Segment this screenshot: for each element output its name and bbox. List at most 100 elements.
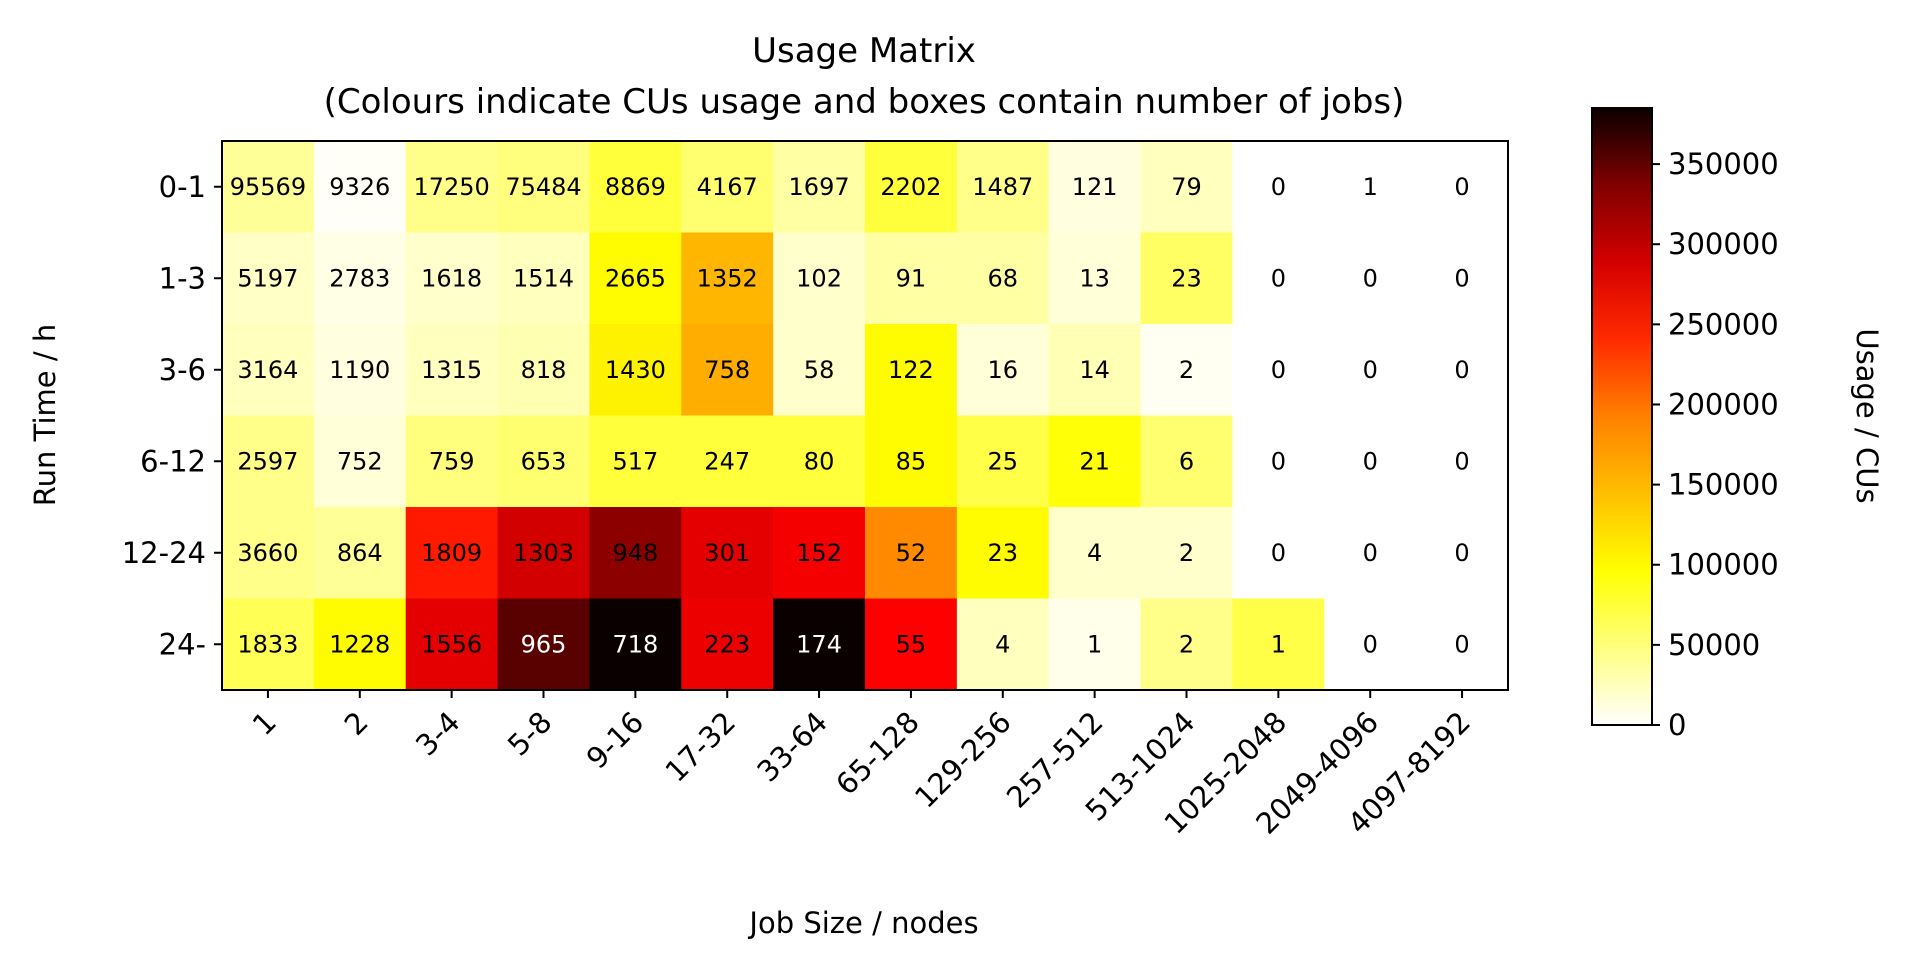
cell-job-count: 2665 — [605, 264, 666, 292]
cell-job-count: 1618 — [421, 264, 482, 292]
heatmap-cell — [1140, 507, 1234, 600]
cell-job-count: 8869 — [605, 173, 666, 201]
cell-job-count: 68 — [988, 264, 1019, 292]
cell-job-count: 122 — [888, 356, 934, 384]
cell-job-count: 2202 — [880, 173, 941, 201]
heatmap-cell — [773, 324, 866, 417]
cell-job-count: 0 — [1363, 630, 1378, 658]
cell-job-count: 0 — [1454, 264, 1469, 292]
heatmap-cell — [589, 232, 682, 325]
cell-job-count: 0 — [1454, 630, 1469, 658]
cell-job-count: 517 — [612, 447, 658, 475]
heatmap-cell — [773, 415, 866, 508]
cell-job-count: 3660 — [237, 539, 298, 567]
cell-job-count: 0 — [1454, 447, 1469, 475]
colorbar-tick-label: 50000 — [1668, 628, 1760, 662]
cell-job-count: 758 — [704, 356, 750, 384]
heatmap-cell — [1324, 232, 1417, 325]
heatmap-cell — [1140, 232, 1234, 325]
heatmap-cell — [681, 232, 774, 325]
heatmap-cell — [865, 598, 958, 691]
heatmap-cell — [956, 507, 1050, 600]
cell-job-count: 95569 — [230, 173, 306, 201]
heatmap-cell — [405, 232, 499, 325]
heatmap-cell — [1324, 324, 1417, 417]
cell-job-count: 1697 — [789, 173, 850, 201]
cell-job-count: 91 — [896, 264, 927, 292]
cell-job-count: 0 — [1363, 447, 1378, 475]
cell-job-count: 1 — [1271, 630, 1286, 658]
colorbar-tick-label: 250000 — [1668, 307, 1779, 341]
cell-job-count: 653 — [521, 447, 567, 475]
heatmap-cell — [681, 141, 774, 234]
heatmap-cell — [865, 141, 958, 234]
cell-job-count: 1352 — [697, 264, 758, 292]
heatmap-cell — [1048, 232, 1142, 325]
cell-job-count: 1 — [1363, 173, 1378, 201]
heatmap-cell — [313, 141, 407, 234]
cell-job-count: 0 — [1271, 447, 1286, 475]
heatmap-cell — [313, 598, 407, 691]
y-tick-label: 12-24 — [122, 536, 206, 570]
heatmap-cell — [1416, 232, 1509, 325]
colorbar-tick-label: 350000 — [1668, 147, 1779, 181]
heatmap-cell — [313, 415, 407, 508]
cell-job-count: 3164 — [237, 356, 298, 384]
x-tick-label: 3-4 — [409, 705, 467, 763]
colorbar-tick-label: 100000 — [1668, 548, 1779, 582]
y-tick-label: 3-6 — [159, 353, 206, 387]
cell-job-count: 23 — [1171, 264, 1202, 292]
cell-job-count: 718 — [612, 630, 658, 658]
heatmap-cell — [589, 598, 682, 691]
heatmap-cell — [1416, 324, 1509, 417]
y-axis-ticks: 0-1 1-3 3-6 6-12 12-24 24- — [122, 170, 222, 661]
cell-job-count: 301 — [704, 539, 750, 567]
cell-job-count: 25 — [988, 447, 1019, 475]
heatmap-cell — [222, 415, 315, 508]
y-tick-label: 1-3 — [159, 261, 206, 295]
heatmap-cell — [1140, 415, 1234, 508]
heatmap-cell — [405, 415, 499, 508]
x-tick-label: 33-64 — [750, 705, 834, 789]
colorbar-tick-label: 300000 — [1668, 227, 1779, 261]
cell-job-count: 121 — [1072, 173, 1118, 201]
heatmap-cell — [497, 141, 591, 234]
x-tick-label: 2 — [338, 705, 375, 742]
cell-job-count: 75484 — [505, 173, 581, 201]
cell-job-count: 1 — [1087, 630, 1102, 658]
heatmap-cell — [956, 324, 1050, 417]
heatmap-cell — [1048, 507, 1142, 600]
cell-job-count: 1833 — [237, 630, 298, 658]
cell-job-count: 0 — [1454, 356, 1469, 384]
x-tick-label: 9-16 — [580, 705, 651, 776]
chart-subtitle: (Colours indicate CUs usage and boxes co… — [324, 82, 1405, 122]
heatmap-cell — [956, 598, 1050, 691]
heatmap-cell — [773, 598, 866, 691]
heatmap-cell — [681, 598, 774, 691]
cell-job-count: 864 — [337, 539, 383, 567]
heatmap-cell — [497, 415, 591, 508]
x-tick-label: 17-32 — [659, 705, 743, 789]
heatmap-cell — [1232, 232, 1325, 325]
heatmap-cell — [1048, 324, 1142, 417]
heatmap-cell — [1324, 141, 1417, 234]
heatmap-cell — [1140, 598, 1234, 691]
heatmap-cell — [222, 598, 315, 691]
cell-job-count: 6 — [1179, 447, 1194, 475]
heatmap-cell — [956, 232, 1050, 325]
y-axis-label: Run Time / h — [28, 324, 62, 506]
cell-job-count: 1303 — [513, 539, 574, 567]
cell-job-count: 2 — [1179, 539, 1194, 567]
heatmap-cell — [681, 415, 774, 508]
cell-job-count: 1556 — [421, 630, 482, 658]
cell-job-count: 13 — [1079, 264, 1110, 292]
heatmap-cell — [956, 141, 1050, 234]
heatmap-cell — [1324, 598, 1417, 691]
cell-job-count: 0 — [1454, 539, 1469, 567]
x-tick-label: 129-256 — [908, 705, 1018, 815]
cell-job-count: 247 — [704, 447, 750, 475]
y-tick-label: 24- — [159, 627, 206, 661]
heatmap-cell — [313, 324, 407, 417]
cell-job-count: 55 — [896, 630, 927, 658]
cell-job-count: 23 — [988, 539, 1019, 567]
